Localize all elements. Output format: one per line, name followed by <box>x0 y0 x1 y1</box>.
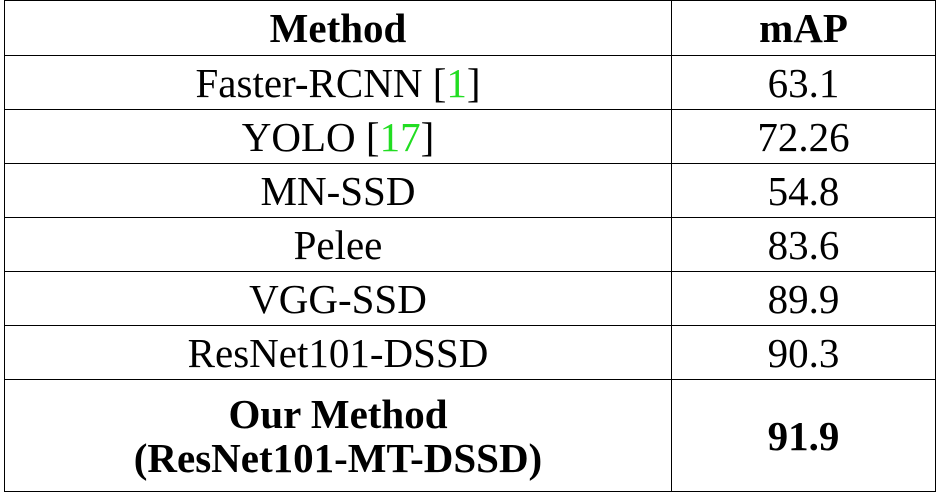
table-row-highlight: Our Method (ResNet101-MT-DSSD) 91.9 <box>4 379 936 492</box>
header-map: mAP <box>671 0 936 56</box>
table-row: Faster-RCNN [1] 63.1 <box>4 55 936 110</box>
method-name: Faster-RCNN <box>195 59 423 106</box>
map-cell: 72.26 <box>671 109 936 164</box>
map-cell: 90.3 <box>671 325 936 380</box>
table-header-row: Method mAP <box>4 0 936 56</box>
map-cell: 89.9 <box>671 271 936 326</box>
method-cell: VGG-SSD <box>4 271 672 326</box>
method-cell-highlight: Our Method (ResNet101-MT-DSSD) <box>4 379 672 492</box>
map-cell: 54.8 <box>671 163 936 218</box>
table-row: Pelee 83.6 <box>4 217 936 272</box>
header-method: Method <box>4 0 672 56</box>
table-row: ResNet101-DSSD 90.3 <box>4 325 936 380</box>
map-cell: 83.6 <box>671 217 936 272</box>
citation-link[interactable]: 1 <box>446 59 467 106</box>
method-name-line2: (ResNet101-MT-DSSD) <box>133 434 543 481</box>
method-cell: Pelee <box>4 217 672 272</box>
results-table: Method mAP Faster-RCNN [1] 63.1 YOLO [17… <box>4 0 936 492</box>
method-name: YOLO <box>241 113 356 160</box>
method-cell: MN-SSD <box>4 163 672 218</box>
map-cell-highlight: 91.9 <box>671 379 936 492</box>
table-row: YOLO [17] 72.26 <box>4 109 936 164</box>
method-cell: ResNet101-DSSD <box>4 325 672 380</box>
map-cell: 63.1 <box>671 55 936 110</box>
table-row: MN-SSD 54.8 <box>4 163 936 218</box>
method-cell: YOLO [17] <box>4 109 672 164</box>
method-name-line1: Our Method <box>228 390 448 437</box>
method-cell: Faster-RCNN [1] <box>4 55 672 110</box>
table-row: VGG-SSD 89.9 <box>4 271 936 326</box>
citation-link[interactable]: 17 <box>379 113 421 160</box>
